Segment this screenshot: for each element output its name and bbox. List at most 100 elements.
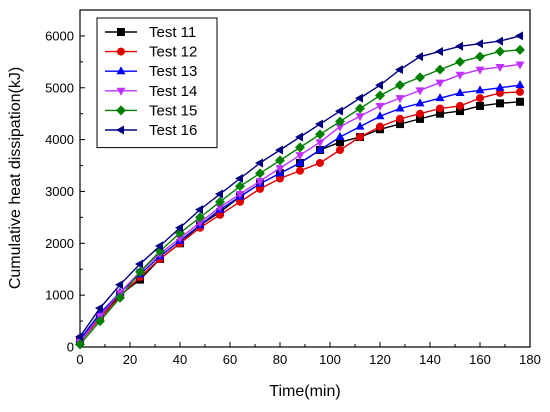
y-tick-label: 0: [67, 340, 74, 355]
data-point-test-14: [355, 113, 365, 122]
x-tick-label: 100: [319, 352, 341, 367]
data-point-test-14: [455, 71, 465, 80]
data-point-test-14: [475, 66, 485, 75]
data-point-test-12: [296, 166, 304, 175]
data-point-test-13: [435, 93, 445, 102]
data-point-test-15: [455, 56, 465, 67]
legend-label-test-15: Test 15: [149, 102, 197, 119]
data-point-test-15: [495, 46, 505, 57]
data-point-test-14: [195, 219, 205, 228]
x-tick-label: 40: [173, 352, 187, 367]
data-point-test-15: [195, 212, 205, 223]
data-point-test-15: [315, 129, 325, 140]
data-point-test-14: [235, 191, 245, 200]
data-point-test-15: [295, 142, 305, 153]
data-point-test-11: [456, 107, 464, 116]
data-point-test-15: [115, 292, 125, 303]
x-tick-label: 80: [273, 352, 287, 367]
data-point-test-12: [256, 184, 264, 193]
data-point-test-12: [336, 145, 344, 154]
x-tick-label: 20: [123, 352, 137, 367]
data-point-test-16: [475, 39, 483, 49]
data-point-test-14: [395, 95, 405, 104]
data-point-test-15: [435, 64, 445, 75]
data-point-test-16: [195, 205, 203, 215]
data-point-test-16: [515, 31, 523, 41]
data-point-test-13: [315, 144, 325, 153]
y-tick-label: 1000: [45, 288, 74, 303]
data-point-test-13: [515, 80, 525, 89]
data-point-test-16: [435, 46, 443, 56]
y-tick-label: 5000: [45, 80, 74, 95]
data-point-test-16: [295, 132, 303, 142]
data-point-test-13: [355, 121, 365, 130]
legend-label-test-14: Test 14: [149, 83, 197, 100]
legend-marker-test-15: [116, 105, 126, 116]
data-point-test-15: [255, 168, 265, 179]
data-point-test-13: [335, 132, 345, 141]
data-point-test-16: [375, 80, 383, 90]
data-point-test-11: [416, 114, 424, 123]
data-point-test-12: [216, 210, 224, 219]
data-point-test-12: [236, 197, 244, 206]
data-point-test-16: [255, 158, 263, 168]
data-point-test-12: [476, 94, 484, 103]
data-point-test-11: [436, 109, 444, 118]
x-tick-label: 60: [223, 352, 237, 367]
legend-marker-test-14: [116, 87, 126, 96]
data-point-test-12: [496, 88, 504, 97]
legend-box: [96, 17, 218, 149]
legend-label-test-11: Test 11: [149, 24, 196, 41]
data-point-test-16: [235, 174, 243, 183]
data-point-test-13: [395, 103, 405, 112]
data-point-test-14: [495, 64, 505, 73]
axis-ticks: 0 20 40 60 80 100 120 140 160 180 0 1000 2000 3000 400…: [45, 28, 541, 367]
data-point-test-13: [495, 82, 505, 91]
data-point-test-14: [375, 102, 385, 111]
data-point-test-16: [395, 65, 403, 75]
data-point-test-12: [516, 87, 524, 96]
data-point-test-12: [456, 101, 464, 110]
y-tick-label: 6000: [45, 28, 74, 43]
data-point-test-14: [335, 123, 345, 132]
data-point-test-14: [255, 178, 265, 187]
data-point-test-12: [316, 158, 324, 167]
data-point-test-16: [415, 52, 423, 62]
data-point-test-15: [335, 116, 345, 127]
data-point-test-15: [515, 44, 525, 55]
legend-marker-test-13: [116, 66, 126, 75]
data-point-test-16: [175, 223, 183, 233]
data-point-test-16: [335, 106, 343, 116]
data-point-test-12: [396, 114, 404, 123]
data-point-test-14: [295, 152, 305, 161]
data-point-test-15: [475, 51, 485, 62]
data-point-test-14: [275, 165, 285, 174]
data-point-test-14: [175, 235, 185, 244]
data-point-test-15: [355, 103, 365, 114]
y-axis-title: Cumulative heat dissipation(kJ): [7, 67, 24, 289]
data-point-test-16: [75, 332, 83, 342]
data-point-test-14: [315, 139, 325, 148]
data-point-test-16: [455, 41, 463, 51]
data-point-test-15: [75, 339, 85, 350]
data-point-test-15: [275, 155, 285, 166]
data-point-test-13: [475, 85, 485, 94]
data-point-test-15: [415, 72, 425, 83]
series-layer: [75, 31, 525, 350]
data-point-test-13: [295, 157, 305, 166]
data-point-test-14: [515, 61, 525, 70]
x-tick-label: 140: [419, 352, 441, 367]
data-point-test-13: [455, 87, 465, 96]
data-point-test-11: [496, 99, 504, 108]
data-point-test-16: [355, 93, 363, 103]
data-point-test-12: [276, 174, 284, 183]
x-tick-label: 180: [519, 352, 541, 367]
data-point-test-11: [516, 97, 524, 106]
data-point-test-16: [115, 280, 123, 290]
data-point-test-15: [215, 196, 225, 207]
legend-label-test-13: Test 13: [149, 63, 197, 80]
data-point-test-13: [375, 111, 385, 120]
x-tick-label: 0: [76, 352, 83, 367]
